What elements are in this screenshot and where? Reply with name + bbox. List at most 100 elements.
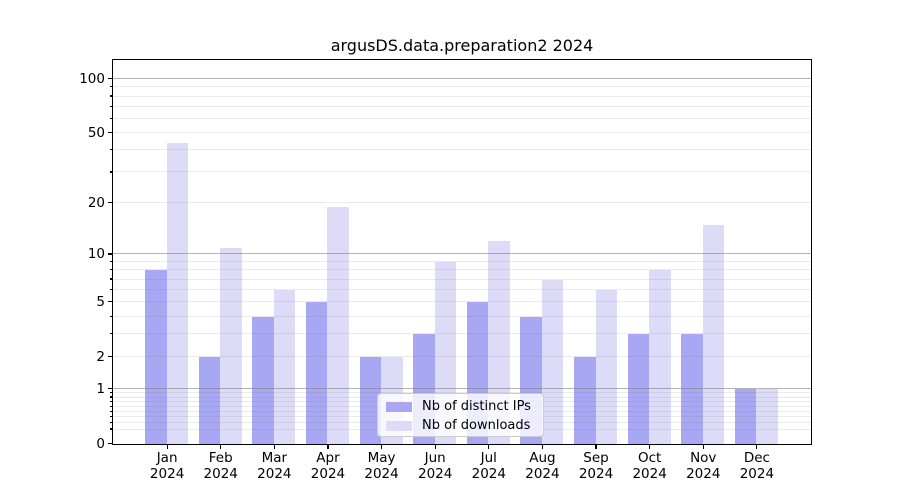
bar-distinct-ips-dec	[734, 389, 757, 444]
x-tick-label-jun: Jun 2024	[418, 450, 453, 482]
y-tick-label: 0	[96, 435, 105, 452]
y-tick-mark	[108, 253, 112, 255]
y-tick-mark-minor	[109, 260, 112, 263]
y-tick-mark	[108, 202, 112, 204]
y-tick-label: 5	[96, 293, 105, 310]
y-tick-mark-minor	[109, 171, 112, 173]
x-tick-mark	[649, 445, 651, 449]
chart-title: argusDS.data.preparation2 2024	[330, 36, 594, 55]
legend-swatch-downloads	[386, 420, 412, 431]
x-tick-label-nov: Nov 2024	[686, 450, 721, 482]
legend-item-distinct-ips: Nb of distinct IPs	[386, 397, 535, 416]
y-tick-mark-minor	[109, 95, 112, 97]
y-tick-mark-minor	[109, 117, 112, 120]
x-tick-label-mar: Mar 2024	[257, 450, 292, 482]
x-tick-label-sep: Sep 2024	[578, 450, 614, 482]
bar-downloads-dec	[756, 389, 778, 444]
bar-downloads-nov	[702, 224, 725, 444]
x-tick-mark	[327, 445, 329, 449]
plot-area: Nb of distinct IPs Nb of downloads	[112, 59, 812, 445]
y-tick-mark-minor	[109, 422, 112, 424]
x-tick-mark	[595, 445, 597, 449]
gridline-minor	[113, 202, 811, 204]
grid-layer	[113, 60, 811, 444]
y-tick-mark-minor	[109, 392, 112, 394]
bar-distinct-ips-jan	[145, 270, 167, 444]
y-tick-mark-minor	[109, 400, 112, 403]
gridline-minor	[113, 117, 811, 119]
gridline-minor	[113, 289, 811, 291]
gridline-minor	[113, 301, 811, 303]
bar-distinct-ips-apr	[306, 302, 328, 444]
bar-distinct-ips-mar	[252, 316, 274, 444]
x-tick-mark	[273, 445, 275, 449]
x-tick-label-oct: Oct 2024	[632, 450, 667, 482]
y-tick-mark	[108, 78, 112, 80]
gridline-major	[113, 78, 811, 80]
y-tick-mark	[108, 301, 112, 303]
y-tick-mark-minor	[109, 410, 112, 413]
gridline-minor	[113, 269, 811, 271]
legend-item-downloads: Nb of downloads	[386, 416, 535, 435]
y-tick-mark-minor	[109, 333, 112, 335]
y-tick-mark	[108, 132, 112, 134]
legend-swatch-distinct-ips	[386, 401, 412, 412]
y-tick-label: 100	[79, 70, 105, 87]
bar-downloads-oct	[649, 270, 671, 444]
y-tick-label: 2	[96, 348, 105, 365]
y-tick-mark-minor	[109, 416, 112, 418]
gridline-major	[113, 388, 811, 390]
gridline-minor	[113, 315, 811, 317]
gridline-minor	[113, 132, 811, 134]
bar-distinct-ips-oct	[627, 334, 650, 444]
y-tick-mark	[108, 442, 112, 445]
gridline-minor	[113, 95, 811, 97]
x-tick-label-apr: Apr 2024	[310, 450, 346, 482]
x-tick-mark	[434, 445, 436, 449]
gridline-minor	[113, 105, 811, 107]
y-tick-mark	[108, 388, 112, 390]
x-tick-mark	[380, 445, 383, 449]
bar-downloads-sep	[595, 290, 617, 444]
gridline-minor	[113, 260, 811, 262]
gridline-minor	[113, 333, 811, 335]
legend-label-downloads: Nb of downloads	[422, 418, 531, 433]
bars-layer	[113, 60, 811, 444]
x-tick-label-feb: Feb 2024	[203, 450, 238, 482]
bar-distinct-ips-sep	[574, 357, 596, 444]
x-tick-label-jan: Jan 2024	[149, 450, 185, 482]
legend-label-distinct-ips: Nb of distinct IPs	[422, 399, 531, 414]
y-tick-mark-minor	[109, 278, 112, 280]
y-tick-mark	[108, 356, 112, 358]
y-tick-mark-minor	[109, 289, 112, 291]
gridline-minor	[113, 86, 811, 88]
legend: Nb of distinct IPs Nb of downloads	[377, 393, 544, 437]
x-tick-mark	[220, 445, 222, 449]
bar-downloads-apr	[327, 207, 349, 444]
x-tick-mark	[541, 445, 543, 449]
gridline-minor	[113, 278, 811, 280]
y-tick-label: 10	[87, 245, 105, 262]
y-tick-label: 50	[87, 124, 105, 141]
bar-distinct-ips-feb	[198, 357, 221, 444]
y-tick-mark-minor	[109, 105, 112, 108]
y-tick-label: 1	[96, 380, 105, 397]
x-tick-label-jul: Jul 2024	[471, 450, 506, 482]
y-tick-mark-minor	[109, 315, 112, 317]
y-tick-mark-minor	[109, 269, 112, 271]
x-tick-label-dec: Dec 2024	[739, 450, 775, 482]
x-tick-mark	[166, 445, 168, 449]
y-tick-mark-minor	[109, 396, 112, 398]
bar-downloads-aug	[541, 279, 564, 444]
x-tick-label-aug: Aug 2024	[525, 450, 560, 482]
y-tick-mark-minor	[109, 428, 112, 430]
y-tick-label: 20	[87, 194, 105, 211]
gridline-major	[113, 253, 811, 255]
gridline-minor	[113, 171, 811, 173]
x-tick-mark	[488, 445, 490, 449]
y-tick-mark-minor	[109, 86, 112, 88]
gridline-minor	[113, 149, 811, 151]
bar-distinct-ips-nov	[681, 334, 703, 444]
bar-downloads-jan	[166, 143, 189, 444]
